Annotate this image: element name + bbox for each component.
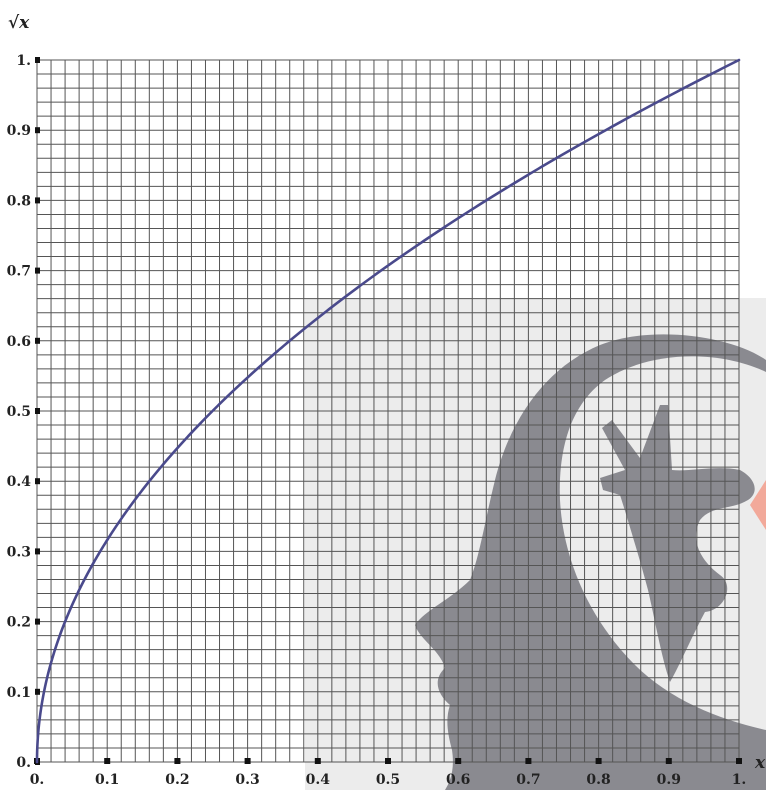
x-tick-mark [665,758,672,764]
x-tick-mark [595,758,602,764]
grid [36,59,740,763]
y-tick-label: 0.5 [7,404,31,420]
x-tick-label: 0.3 [235,772,259,788]
series [35,58,741,764]
y-tick-mark [35,57,40,63]
y-tick-label: 0. [16,755,31,771]
x-tick-label: 1. [732,772,747,788]
y-tick-mark [35,127,40,134]
y-tick-mark [35,408,40,414]
y-tick-label: 0.1 [7,685,31,701]
x-tick-label: 0.4 [306,772,331,788]
y-tick-label: 0.9 [7,123,31,139]
x-tick-mark [244,758,251,764]
y-tick-label: 0.7 [7,264,31,280]
x-tick-label: 0.2 [165,772,189,788]
y-tick-label: 0.2 [7,615,31,631]
y-tick-mark [35,337,40,344]
tick-marks [34,57,742,765]
x-tick-mark [736,758,742,764]
y-tick-mark [35,267,40,274]
y-tick-label: 0.8 [7,193,31,209]
y-tick-mark [35,197,40,204]
x-tick-mark [104,758,111,764]
x-tick-mark [455,758,462,764]
y-tick-mark [35,548,40,555]
x-tick-labels: 0. 0.1 0.2 0.3 0.4 0.5 0.6 0.7 0.8 0.9 1. [30,772,747,788]
x-tick-label: 0.6 [446,772,470,788]
watermark-icon [305,298,766,790]
sqrt-curve [35,58,741,764]
y-tick-label: 0.6 [7,334,31,350]
x-tick-label: 0.9 [657,772,681,788]
y-tick-mark [35,688,40,695]
x-tick-label: 0.7 [516,772,540,788]
x-tick-mark [314,758,321,764]
x-tick-mark [174,758,181,764]
watermark-accent [750,480,766,530]
x-axis-label: x [754,753,766,773]
watermark-hand [600,405,755,682]
y-axis-label: √x [8,13,30,33]
y-tick-label: 0.4 [7,474,32,490]
x-tick-mark [525,758,532,764]
y-tick-mark [35,618,40,625]
x-tick-label: 0.8 [586,772,610,788]
x-tick-label: 0. [30,772,45,788]
x-tick-label: 0.1 [95,772,119,788]
y-tick-label: 1. [16,53,31,69]
y-tick-label: 0.3 [7,544,31,560]
x-tick-label: 0.5 [376,772,400,788]
x-tick-mark [385,758,391,764]
y-tick-mark [35,478,40,485]
y-tick-labels: 0. 0.1 0.2 0.3 0.4 0.5 0.6 0.7 0.8 0.9 1. [7,53,32,771]
